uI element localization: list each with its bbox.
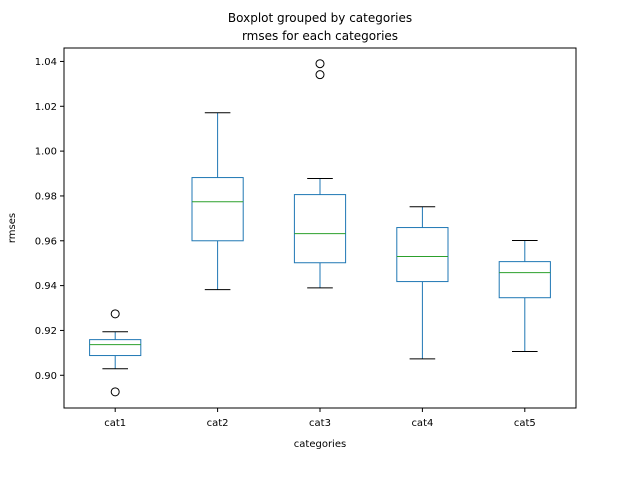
y-tick-label: 1.00	[35, 147, 57, 158]
plot-marks	[89, 59, 551, 397]
y-tick-label: 1.04	[35, 57, 57, 68]
y-axis-label: rmses	[7, 213, 18, 243]
y-tick-label: 0.90	[35, 371, 57, 382]
box-cat1	[89, 339, 142, 357]
box-cat5	[498, 261, 551, 299]
outlier-point	[110, 387, 120, 397]
box-cat3	[293, 194, 347, 264]
box-cat4	[396, 227, 449, 283]
box-cat2	[191, 177, 244, 242]
y-axis: 0.90 0.92 0.94 0.96 0.98 1.00 1.02 1.04	[35, 57, 64, 382]
outlier-point	[110, 309, 120, 319]
x-tick-label: cat4	[411, 418, 433, 429]
y-tick-label: 0.92	[35, 326, 57, 337]
y-tick-label: 1.02	[35, 102, 57, 113]
outlier-point	[315, 59, 325, 69]
chart-title: Boxplot grouped by categories	[228, 11, 412, 25]
y-tick-label: 0.96	[35, 236, 57, 247]
x-tick-label: cat5	[514, 418, 536, 429]
x-tick-label: cat2	[207, 418, 229, 429]
x-axis-label: categories	[294, 439, 346, 450]
x-tick-label: cat1	[104, 418, 126, 429]
x-axis: cat1 cat2 cat3 cat4 cat5	[104, 408, 536, 429]
y-tick-label: 0.94	[35, 281, 57, 292]
chart-subtitle: rmses for each categories	[242, 29, 398, 43]
x-tick-label: cat3	[309, 418, 331, 429]
outlier-point	[315, 70, 325, 80]
y-tick-label: 0.98	[35, 191, 57, 202]
plot-frame	[63, 47, 577, 409]
